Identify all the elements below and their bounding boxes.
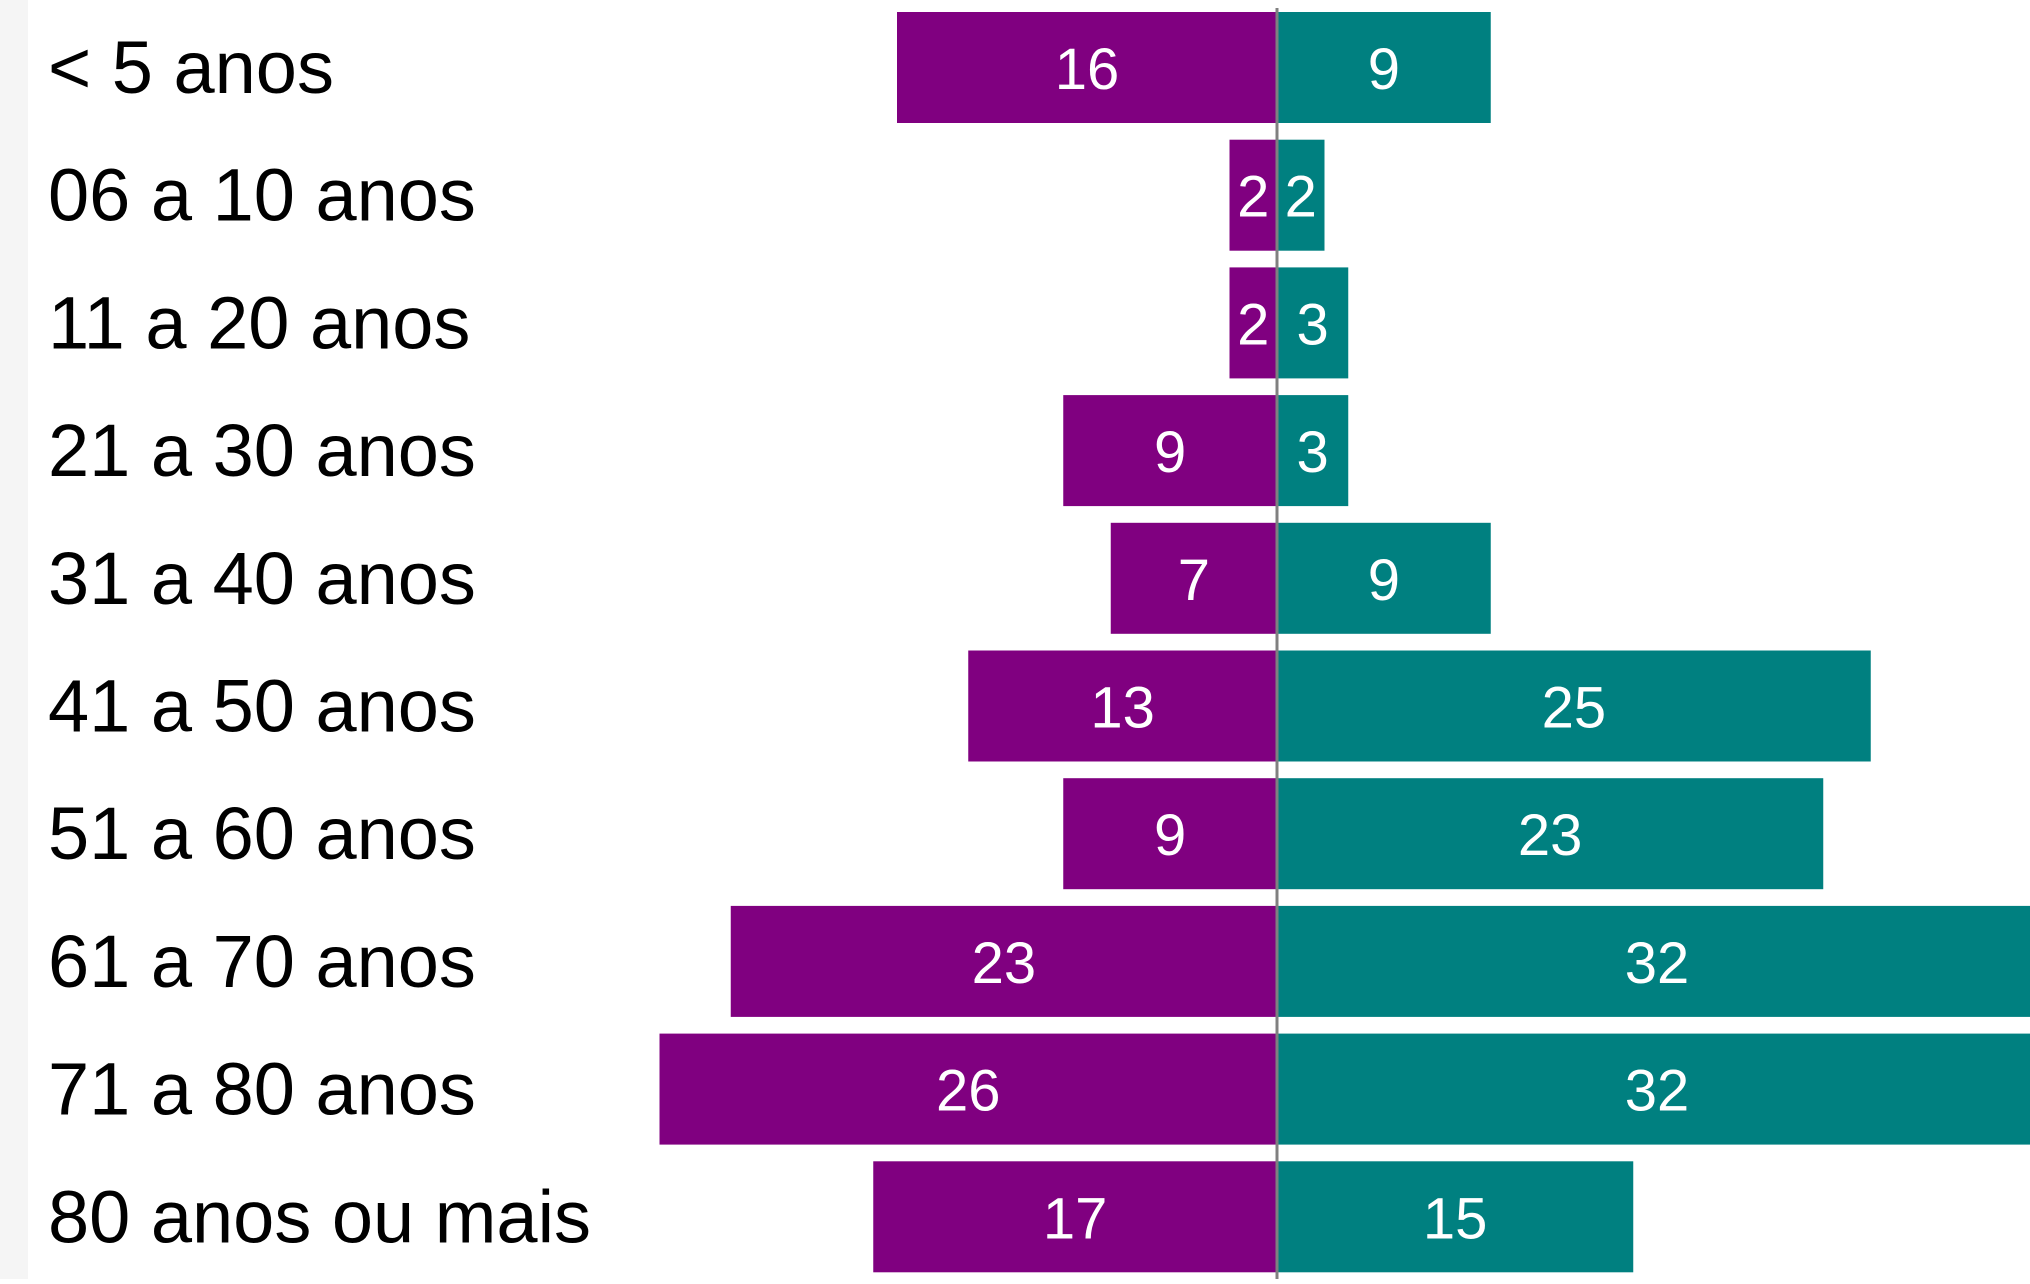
data-label-left-31-a-40-anos: 7 (1178, 548, 1210, 613)
category-label-80-anos-ou-mais: 80 anos ou mais (48, 1175, 591, 1258)
data-label-left-71-a-80-anos: 26 (936, 1059, 1001, 1124)
category-label-21-a-30-anos: 21 a 30 anos (48, 409, 476, 492)
category-label-71-a-80-anos: 71 a 80 anos (48, 1048, 476, 1131)
data-label-left-61-a-70-anos: 23 (972, 931, 1037, 996)
data-label-right-06-a-10-anos: 2 (1285, 165, 1317, 230)
left-margin-strip (0, 0, 28, 1279)
category-label-06-a-10-anos: 06 a 10 anos (48, 154, 476, 237)
data-label-left-51-a-60-anos: 9 (1154, 803, 1186, 868)
data-label-right-31-a-40-anos: 9 (1368, 548, 1400, 613)
data-label-right-41-a-50-anos: 25 (1542, 676, 1607, 741)
data-label-right-71-a-80-anos: 32 (1625, 1059, 1690, 1124)
data-label-right-51-a-60-anos: 23 (1518, 803, 1583, 868)
category-labels: < 5 anos 06 a 10 anos 11 a 20 anos 21 a 30 … (48, 26, 591, 1258)
category-label-41-a-50-anos: 41 a 50 anos (48, 665, 476, 748)
category-label-11-a-20-anos: 11 a 20 anos (48, 281, 470, 364)
data-label-right-61-a-70-anos: 32 (1625, 931, 1690, 996)
category-label-31-a-40-anos: 31 a 40 anos (48, 537, 476, 620)
category-label-61-a-70-anos: 61 a 70 anos (48, 920, 476, 1003)
data-label-left-5-anos: 16 (1055, 37, 1120, 102)
category-label-5-anos: < 5 anos (48, 26, 334, 109)
bars (660, 12, 2030, 1272)
data-label-left-21-a-30-anos: 9 (1154, 420, 1186, 485)
category-label-51-a-60-anos: 51 a 60 anos (48, 792, 476, 875)
data-label-right-21-a-30-anos: 3 (1296, 420, 1328, 485)
data-label-left-06-a-10-anos: 2 (1237, 165, 1269, 230)
data-label-left-41-a-50-anos: 13 (1090, 676, 1155, 741)
data-label-right-80-anos-ou-mais: 15 (1423, 1186, 1488, 1251)
data-label-right-11-a-20-anos: 3 (1296, 292, 1328, 357)
data-label-right-5-anos: 9 (1368, 37, 1400, 102)
data-label-left-80-anos-ou-mais: 17 (1043, 1186, 1108, 1251)
data-label-left-11-a-20-anos: 2 (1237, 292, 1269, 357)
